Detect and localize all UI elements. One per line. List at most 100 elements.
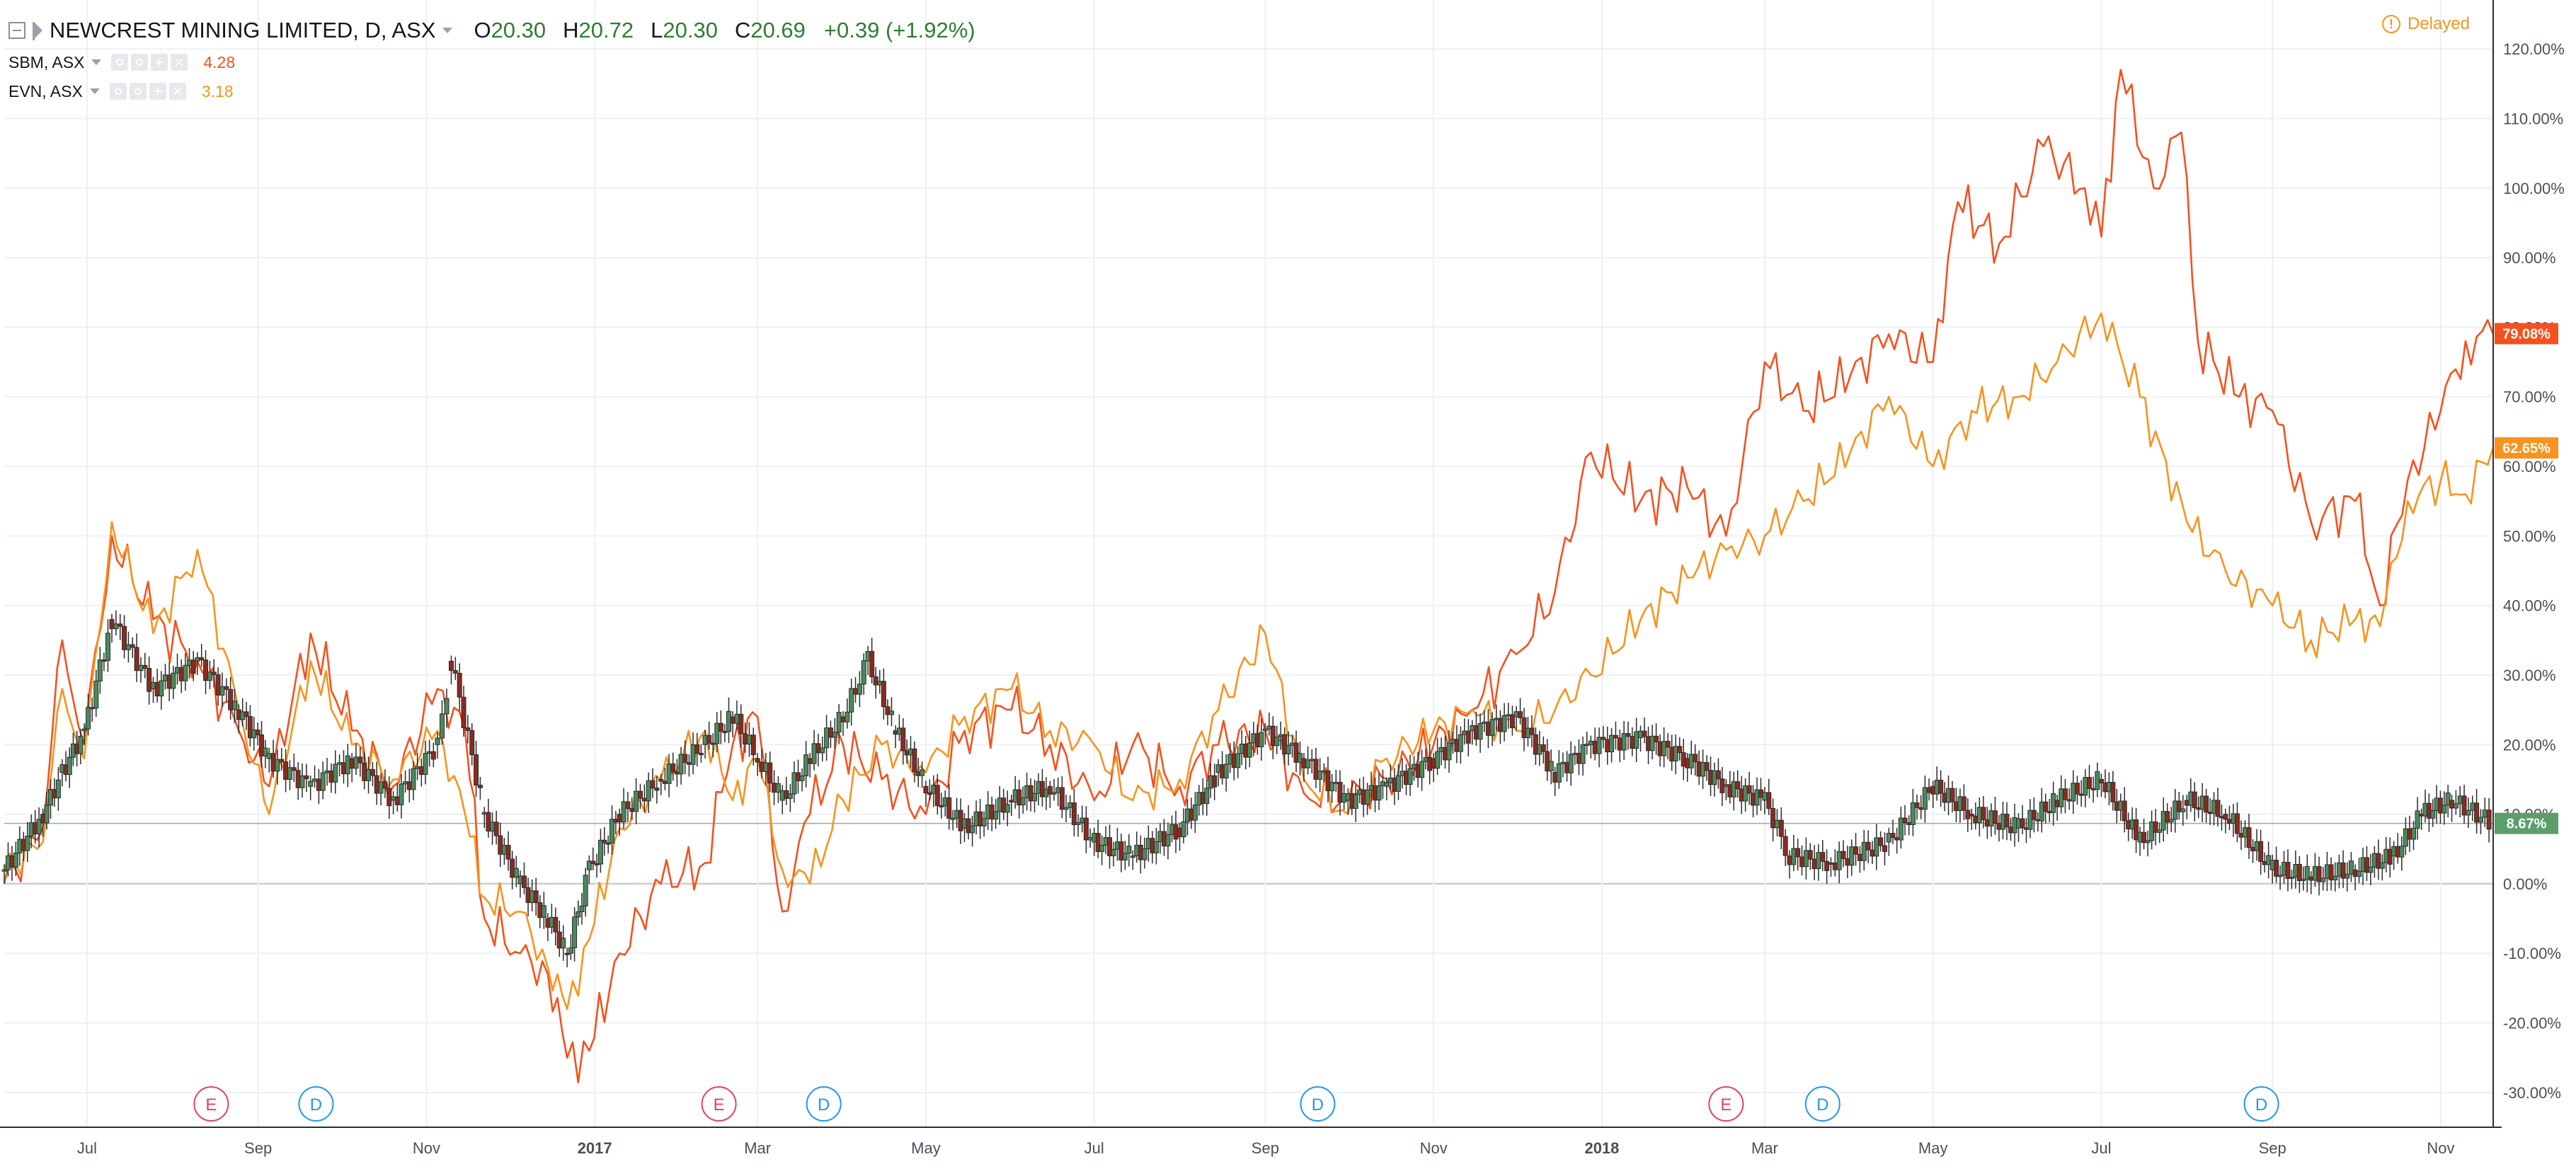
candle-body <box>682 754 688 764</box>
delayed-status[interactable]: ! Delayed <box>2381 14 2470 34</box>
price-badge <box>2495 437 2558 459</box>
gear-icon[interactable] <box>129 83 147 100</box>
y-tick-label: 110.00% <box>2503 110 2563 127</box>
comparison-legend-evn[interactable]: EVN, ASX 3.18 <box>8 79 234 104</box>
candle-body <box>1262 728 1268 732</box>
candle-body <box>316 778 321 791</box>
collapse-icon[interactable] <box>8 22 25 39</box>
candle-body <box>662 781 668 784</box>
candle-body <box>328 770 334 783</box>
candle-body <box>1506 714 1511 717</box>
candle-body <box>1482 721 1487 724</box>
candle-body <box>295 770 301 788</box>
candle-body <box>228 689 234 710</box>
candle-body <box>2482 810 2488 818</box>
candle-body <box>694 744 700 754</box>
candle-body <box>2336 862 2342 877</box>
event-label: E <box>714 1095 725 1115</box>
candle-body <box>283 761 289 780</box>
candle-body <box>312 778 318 782</box>
candle-body <box>2054 800 2060 807</box>
candle-body <box>366 768 372 781</box>
candle-body <box>561 938 566 949</box>
x-tick-label: 2017 <box>578 1139 612 1157</box>
event-label: E <box>1720 1095 1731 1115</box>
candle-body <box>1353 794 1358 809</box>
candle-body <box>1293 742 1299 763</box>
dividend-event-marker[interactable]: D <box>2243 1086 2279 1122</box>
comparison-symbol[interactable]: SBM, ASX <box>8 52 85 71</box>
candle-body <box>1853 846 1859 855</box>
candle-body <box>1181 821 1186 838</box>
candle-body <box>1055 787 1061 793</box>
earnings-event-marker[interactable]: E <box>701 1086 737 1122</box>
candle-body <box>1832 862 1838 870</box>
candle-body <box>2223 814 2228 820</box>
candle-body <box>1857 853 1862 861</box>
candle-body <box>513 868 519 878</box>
candle-body <box>1122 853 1128 860</box>
candle-body <box>1497 718 1503 732</box>
candle-body <box>2415 810 2420 829</box>
candle-body <box>382 781 388 789</box>
comparison-legend-sbm[interactable]: SBM, ASX 4.28 <box>8 50 235 75</box>
close-label: C <box>734 18 751 42</box>
candle-body <box>105 633 110 661</box>
candle-body <box>1824 860 1830 871</box>
candle-body <box>490 822 496 831</box>
candle-body <box>2074 783 2080 795</box>
chevron-down-icon[interactable] <box>91 59 102 65</box>
candle-body <box>510 858 515 878</box>
candle-body <box>2134 819 2139 841</box>
candle-body <box>1572 752 1578 755</box>
x-tick-label: Jul <box>2091 1139 2111 1157</box>
close-icon[interactable] <box>171 54 188 71</box>
gear-icon[interactable] <box>131 54 149 71</box>
x-tick-label: May <box>1918 1139 1948 1157</box>
dividend-event-marker[interactable]: D <box>806 1086 842 1122</box>
comparison-symbol[interactable]: EVN, ASX <box>8 81 83 100</box>
low-label: L <box>651 18 663 42</box>
chevron-down-icon[interactable] <box>89 88 100 94</box>
y-tick-label: 20.00% <box>2503 736 2556 754</box>
series-line-evn <box>3 312 2495 1010</box>
event-label: D <box>2255 1095 2267 1115</box>
candle-body <box>1259 732 1264 747</box>
candle-body <box>378 781 384 794</box>
dividend-event-marker[interactable]: D <box>1300 1086 1336 1122</box>
earnings-event-marker[interactable]: E <box>193 1086 229 1122</box>
add-icon[interactable] <box>149 83 166 100</box>
candle-body <box>1693 754 1698 763</box>
eye-icon[interactable] <box>109 83 127 100</box>
candle-body <box>2304 865 2310 880</box>
add-icon[interactable] <box>151 54 168 71</box>
y-tick-label: 30.00% <box>2503 667 2556 684</box>
dividend-event-marker[interactable]: D <box>298 1086 334 1122</box>
flag-icon[interactable] <box>33 22 42 40</box>
candle-body <box>1580 744 1586 764</box>
chevron-down-icon[interactable] <box>442 28 453 33</box>
main-symbol[interactable]: NEWCREST MINING LIMITED, D, ASX <box>50 18 436 42</box>
candle-body <box>2453 803 2458 809</box>
candle-body <box>912 748 917 773</box>
candle-body <box>1341 793 1347 803</box>
eye-icon[interactable] <box>111 54 129 71</box>
candle-body <box>1235 753 1241 768</box>
earnings-event-marker[interactable]: E <box>1708 1086 1744 1122</box>
candle-body <box>2296 863 2302 882</box>
candle-body <box>750 735 756 756</box>
candle-body <box>1059 787 1065 810</box>
candle-body <box>444 698 450 715</box>
candle-body <box>950 817 956 820</box>
candle-body <box>1902 817 1908 824</box>
dividend-event-marker[interactable]: D <box>1804 1086 1841 1122</box>
close-icon[interactable] <box>168 83 186 100</box>
candle-body <box>415 766 420 769</box>
event-label: D <box>1816 1095 1828 1115</box>
candle-body <box>1870 849 1875 857</box>
candle-body <box>832 732 837 738</box>
event-circle <box>1708 1086 1744 1122</box>
